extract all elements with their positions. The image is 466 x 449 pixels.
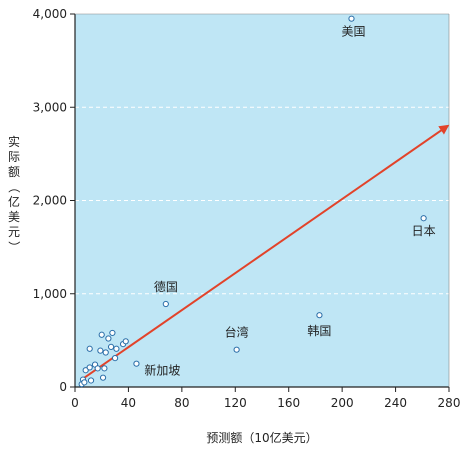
point-label: 韩国: [307, 323, 331, 338]
data-point: [86, 364, 93, 371]
data-point: [316, 312, 323, 319]
trend-arrow-group: [81, 124, 450, 381]
data-point: [109, 329, 116, 337]
y-axis-label: 实际额 （亿美元 ）: [7, 134, 21, 253]
data-points: [78, 15, 427, 388]
x-tick-label: 80: [174, 396, 189, 410]
data-point: [348, 15, 355, 22]
x-tick-label: 280: [438, 396, 461, 410]
data-point: [122, 338, 129, 345]
x-axis-ticks: 0 40 80 120 160 200 240 280: [71, 387, 460, 410]
x-tick-label: 120: [224, 396, 247, 410]
data-point: [86, 345, 93, 352]
point-label: 德国: [154, 279, 178, 294]
data-point: [105, 335, 112, 342]
data-point: [113, 345, 120, 352]
data-point: [420, 215, 427, 222]
data-point: [111, 354, 119, 362]
data-point: [94, 365, 101, 372]
y-tick-label: 1,000: [33, 287, 67, 301]
data-point: [87, 377, 95, 384]
x-axis-label: 预测额（10亿美元）: [206, 430, 317, 445]
y-tick-label: 0: [59, 380, 67, 394]
data-point: [233, 346, 240, 353]
y-tick-label: 2,000: [33, 194, 67, 208]
y-axis-label-char: （: [7, 181, 21, 193]
y-axis-label-char: ）: [7, 241, 21, 253]
data-point: [81, 379, 88, 386]
x-tick-label: 240: [384, 396, 407, 410]
x-tick-label: 0: [71, 396, 79, 410]
y-axis-label-char: 元: [8, 225, 20, 239]
data-point: [107, 343, 115, 351]
gridlines: [75, 106, 449, 295]
data-point: [133, 360, 140, 367]
data-point: [102, 349, 109, 356]
data-point: [162, 300, 169, 308]
x-tick-label: 200: [331, 396, 354, 410]
y-axis-label-char: 实: [8, 134, 20, 149]
data-point: [101, 365, 108, 372]
trend-arrow: [81, 124, 450, 381]
y-axis-label-char: 美: [8, 210, 20, 224]
point-label: 美国: [341, 25, 365, 39]
y-axis-ticks: 0 1,000 2,000 3,000 4,000: [33, 7, 75, 394]
point-label: 台湾: [225, 325, 249, 340]
y-axis-label-char: 际: [8, 150, 20, 164]
y-tick-label: 4,000: [33, 7, 67, 21]
x-tick-label: 160: [277, 396, 300, 410]
data-point: [97, 347, 104, 354]
data-point: [99, 374, 107, 381]
point-label: 日本: [412, 224, 436, 238]
y-axis-label-char: 额: [8, 165, 20, 179]
y-axis-label-char: 亿: [8, 194, 20, 209]
x-tick-label: 40: [121, 396, 136, 410]
y-tick-label: 3,000: [33, 100, 67, 114]
data-point: [98, 331, 105, 338]
point-label: 新加坡: [144, 363, 180, 378]
